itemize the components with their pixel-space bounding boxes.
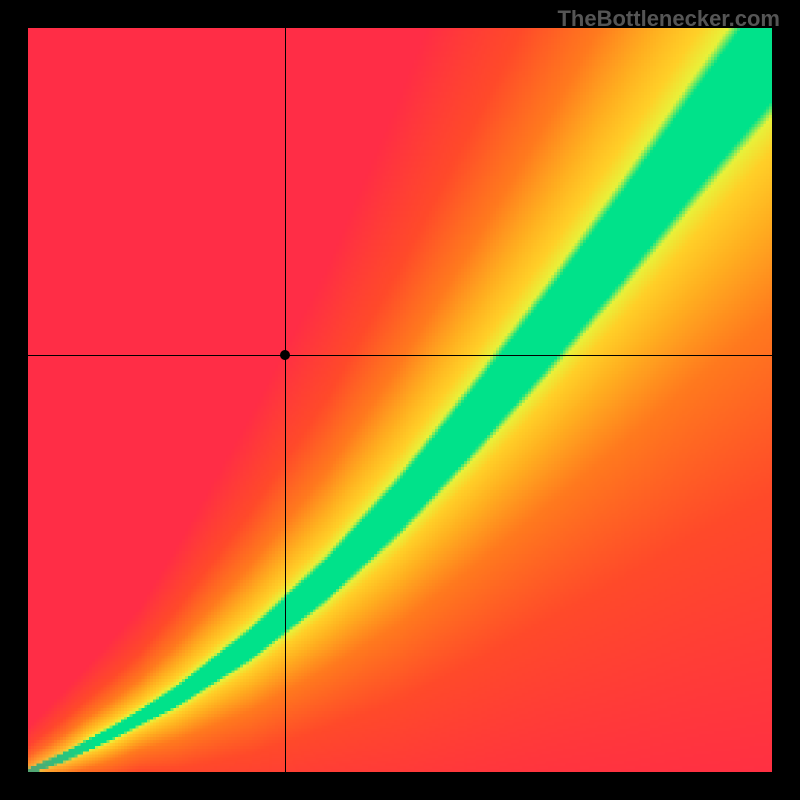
crosshair-vertical — [285, 28, 286, 772]
crosshair-marker — [280, 350, 290, 360]
bottleneck-heatmap — [28, 28, 772, 772]
crosshair-horizontal — [28, 355, 772, 356]
watermark: TheBottlenecker.com — [557, 6, 780, 32]
heatmap-canvas — [28, 28, 772, 772]
